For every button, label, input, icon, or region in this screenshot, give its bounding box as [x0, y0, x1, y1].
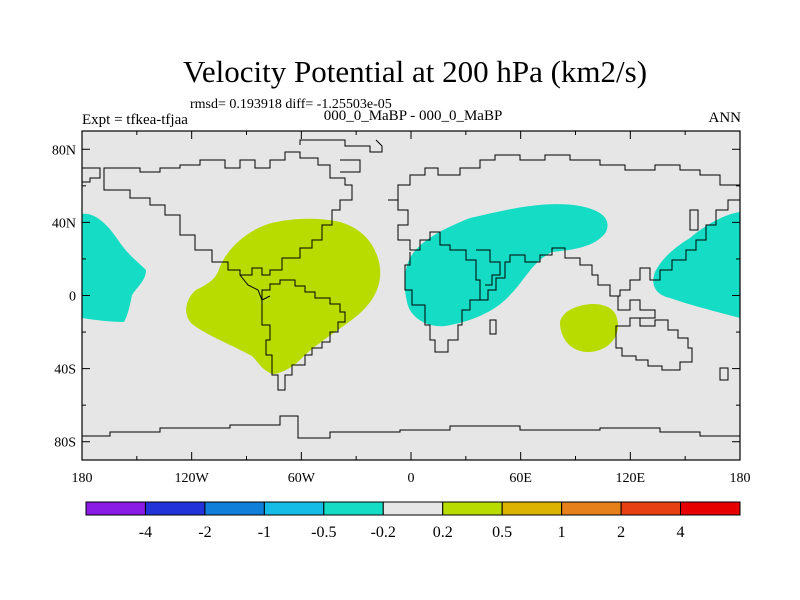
positive-region-americas — [186, 218, 381, 374]
stats-label: rmsd= 0.193918 diff= -1.25503e-05 — [190, 97, 392, 112]
colorbar-box — [501, 501, 563, 516]
lat-tick-label: 80N — [52, 143, 76, 158]
antarctica-coastline — [82, 415, 740, 439]
lon-tick-label: 120W — [175, 471, 210, 486]
colorbar-label: -2 — [198, 524, 211, 541]
lat-tick-label: 40S — [54, 363, 76, 378]
colorbar-box — [620, 501, 682, 516]
colorbar-box — [561, 501, 622, 516]
madagascar-outline — [489, 319, 497, 335]
colorbar-box — [204, 501, 265, 516]
colorbar-label: 0.2 — [433, 524, 453, 541]
lat-tick-label: 80S — [54, 436, 76, 451]
negative-region-east-pacific — [653, 212, 740, 318]
lon-tick-label: 60W — [288, 471, 316, 486]
negative-region-africa-asia — [404, 204, 608, 327]
eurasia-coastline — [397, 154, 740, 301]
japan-outline — [689, 209, 699, 231]
north-america-coastline — [103, 151, 353, 276]
lon-tick-label: 180 — [730, 471, 751, 486]
colorbar-label: 2 — [617, 524, 625, 541]
colorbar: -4 -2 -1 -0.5 -0.2 0.2 0.5 1 2 4 — [85, 501, 741, 541]
negative-region-west-pacific — [82, 213, 146, 322]
maritime-continent-outline — [610, 295, 656, 325]
lon-tick-label: 120E — [616, 471, 646, 486]
experiment-label: Expt = tfkea-tfjaa — [82, 112, 188, 128]
period-label: 000_0_MaBP - 000_0_MaBP — [324, 108, 503, 124]
colorbar-label: 1 — [558, 524, 566, 541]
colorbar-box — [85, 501, 146, 516]
lat-tick-label: 0 — [69, 290, 76, 305]
positive-region-indian-ocean — [560, 304, 618, 352]
colorbar-box — [680, 501, 741, 516]
lon-tick-label: 60E — [509, 471, 532, 486]
colorbar-label: 4 — [677, 524, 685, 541]
south-america-coastline — [261, 279, 346, 391]
map-panel: 80N 40N 0 40S 80S 180 120W 60W 0 60E 120E 180 — [52, 130, 751, 486]
australia-coastline — [615, 317, 693, 371]
lon-tick-label: 180 — [72, 471, 93, 486]
arabia-outline — [476, 249, 501, 286]
alaska-outline — [82, 167, 101, 183]
colorbar-box — [263, 501, 325, 516]
colorbar-label: -0.2 — [371, 524, 396, 541]
colorbar-box — [323, 501, 384, 516]
colorbar-box — [442, 501, 503, 516]
axis-ticks: 80N 40N 0 40S 80S 180 120W 60W 0 60E 120E 180 — [52, 131, 751, 486]
colorbar-label: 0.5 — [492, 524, 512, 541]
lat-tick-label: 40N — [52, 216, 76, 231]
colorbar-box — [144, 501, 206, 516]
greenland-coastline — [299, 139, 383, 173]
colorbar-label: -4 — [139, 524, 152, 541]
coastlines — [82, 139, 740, 439]
season-label: ANN — [709, 110, 742, 126]
plot-title: Velocity Potential at 200 hPa (km2/s) — [183, 54, 647, 89]
colorbar-label: -1 — [258, 524, 271, 541]
central-america-coastline — [239, 274, 271, 301]
europe-africa-coastline — [388, 199, 481, 353]
new-zealand-outline — [719, 367, 729, 381]
colorbar-box — [382, 501, 444, 516]
lon-tick-label: 0 — [408, 471, 415, 486]
contour-fills — [82, 204, 740, 374]
colorbar-label: -0.5 — [311, 524, 336, 541]
